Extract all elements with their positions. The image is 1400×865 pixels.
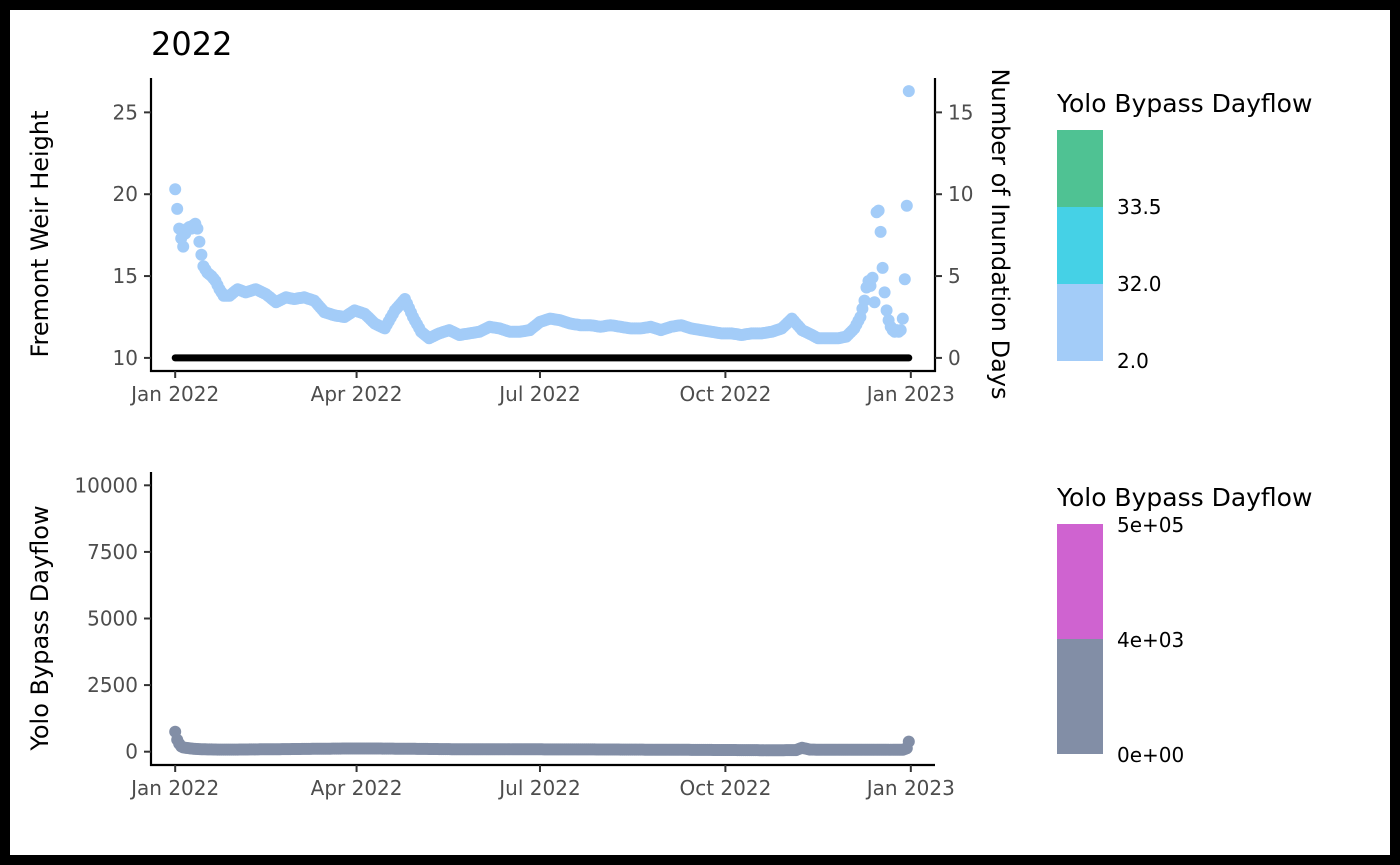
y-tick-label: 25 [113,100,138,124]
x-tick-label: Jan 2022 [129,776,219,800]
data-point [177,240,190,253]
data-point [193,235,206,248]
legend-title: Yolo Bypass Dayflow [1056,89,1312,118]
legend-label: 2.0 [1117,349,1149,373]
x-tick-label: Oct 2022 [679,382,771,406]
x-tick-label: Oct 2022 [679,776,771,800]
legend-label: 5e+05 [1117,513,1184,537]
data-point [896,312,909,325]
data-point [868,296,881,309]
x-tick-label: Jan 2023 [865,382,955,406]
y-right-tick-label: 10 [948,182,973,206]
plot-title: 2022 [151,25,232,63]
x-tick-label: Jul 2022 [497,776,580,800]
data-point [858,294,871,307]
legend-bin-1 [1057,639,1103,754]
y-right-tick-label: 15 [948,100,973,124]
data-point [880,304,893,317]
x-tick-label: Jul 2022 [497,382,580,406]
legend-bottom: Yolo Bypass Dayflow 5e+05 4e+03 0e+00 [1056,483,1312,767]
panel-top: 2022 Fremont Weir Height Number of Inund… [26,25,1312,406]
y-tick-label: 2500 [87,673,138,697]
legend-bin-1 [1057,284,1103,361]
legend-title: Yolo Bypass Dayflow [1056,483,1312,512]
legend-label: 0e+00 [1117,743,1184,767]
data-point [191,222,204,235]
y-axis-title: Yolo Bypass Dayflow [26,505,54,751]
legend-label: 4e+03 [1117,628,1184,652]
data-point [902,735,915,748]
data-point [195,248,208,261]
panel-bottom: Yolo Bypass Dayflow 0 2500 5000 7500 10000 J… [26,472,1312,800]
y-tick-label: 5000 [87,607,138,631]
x-ticks: Jan 2022 Apr 2022 Jul 2022 Oct 2022 Jan 2023 [129,371,955,406]
y-tick-label: 0 [125,740,138,764]
legend-bin-3 [1057,130,1103,207]
x-tick-label: Apr 2022 [311,382,403,406]
y-ticks: 0 2500 5000 7500 10000 [74,473,151,764]
legend-label: 32.0 [1117,272,1162,296]
x-tick-label: Jan 2022 [129,382,219,406]
data-point [866,271,879,284]
y-ticks-left: 10 15 20 25 [113,100,151,370]
legend-bin-2 [1057,207,1103,284]
y-tick-label: 10000 [74,473,138,497]
data-point [874,225,887,238]
figure-canvas: 2022 Fremont Weir Height Number of Inund… [10,10,1390,855]
y-tick-label: 10 [113,346,138,370]
legend-label: 33.5 [1117,195,1162,219]
data-point [169,183,182,196]
legend-bin-2 [1057,524,1103,639]
x-ticks: Jan 2022 Apr 2022 Jul 2022 Oct 2022 Jan 2023 [129,765,955,800]
x-tick-label: Jan 2023 [865,776,955,800]
y-tick-label: 20 [113,182,138,206]
data-point [876,261,889,274]
data-point [878,286,891,299]
y-tick-label: 7500 [87,540,138,564]
y-tick-label: 15 [113,264,138,288]
points-weir-height [169,85,915,345]
y-axis-title-right: Number of Inundation Days [986,69,1014,400]
data-point [894,324,907,337]
data-point [171,202,184,215]
data-point [900,199,913,212]
y-ticks-right: 0 5 10 15 [935,100,973,370]
data-point [898,273,911,286]
data-point [902,85,915,98]
points-dayflow [169,725,915,757]
x-tick-label: Apr 2022 [311,776,403,800]
figure: 2022 Fremont Weir Height Number of Inund… [26,25,1312,800]
legend-top: Yolo Bypass Dayflow 33.5 32.0 2.0 [1056,89,1312,373]
y-axis-title-left: Fremont Weir Height [26,110,54,357]
data-point [872,204,885,217]
y-right-tick-label: 0 [948,346,961,370]
y-right-tick-label: 5 [948,264,961,288]
